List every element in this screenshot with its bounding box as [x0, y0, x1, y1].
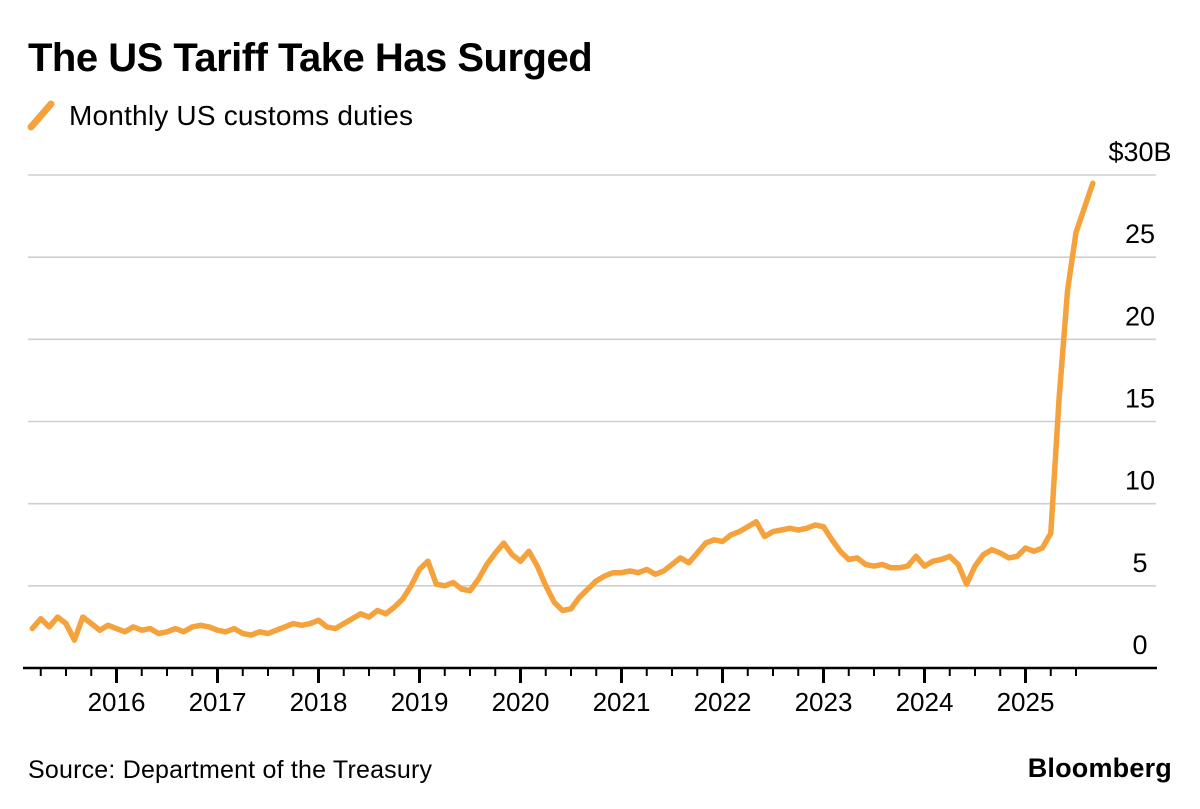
x-axis-label-2025: 2025 [997, 687, 1055, 717]
y-axis-label-25: 25 [1125, 219, 1155, 249]
customs-duties-series-line [29, 180, 1096, 643]
y-axis-label-5: 5 [1132, 548, 1147, 578]
x-axis-label-2022: 2022 [694, 687, 752, 717]
x-axis-label-2020: 2020 [492, 687, 550, 717]
x-axis-label-2024: 2024 [896, 687, 954, 717]
y-axis-label-0: 0 [1132, 630, 1147, 660]
legend: Monthly US customs duties [26, 96, 413, 136]
legend-line-swatch-icon [27, 100, 55, 131]
x-axis-label-2016: 2016 [88, 687, 146, 717]
y-axis-label-30: $30B [1108, 137, 1171, 167]
x-axis-label-2021: 2021 [593, 687, 651, 717]
y-axis-label-10: 10 [1125, 466, 1155, 496]
x-axis-label-2017: 2017 [189, 687, 247, 717]
legend-label: Monthly US customs duties [69, 100, 414, 131]
x-axis-label-2018: 2018 [290, 687, 348, 717]
y-axis-label-20: 20 [1125, 301, 1155, 331]
chart-title: The US Tariff Take Has Surged [28, 36, 593, 80]
x-axis-label-2023: 2023 [795, 687, 853, 717]
x-axis-label-2019: 2019 [391, 687, 449, 717]
source-attribution: Source: Department of the Treasury [28, 756, 433, 784]
bloomberg-logo: Bloomberg [1027, 753, 1172, 783]
y-axis-label-15: 15 [1125, 384, 1155, 414]
